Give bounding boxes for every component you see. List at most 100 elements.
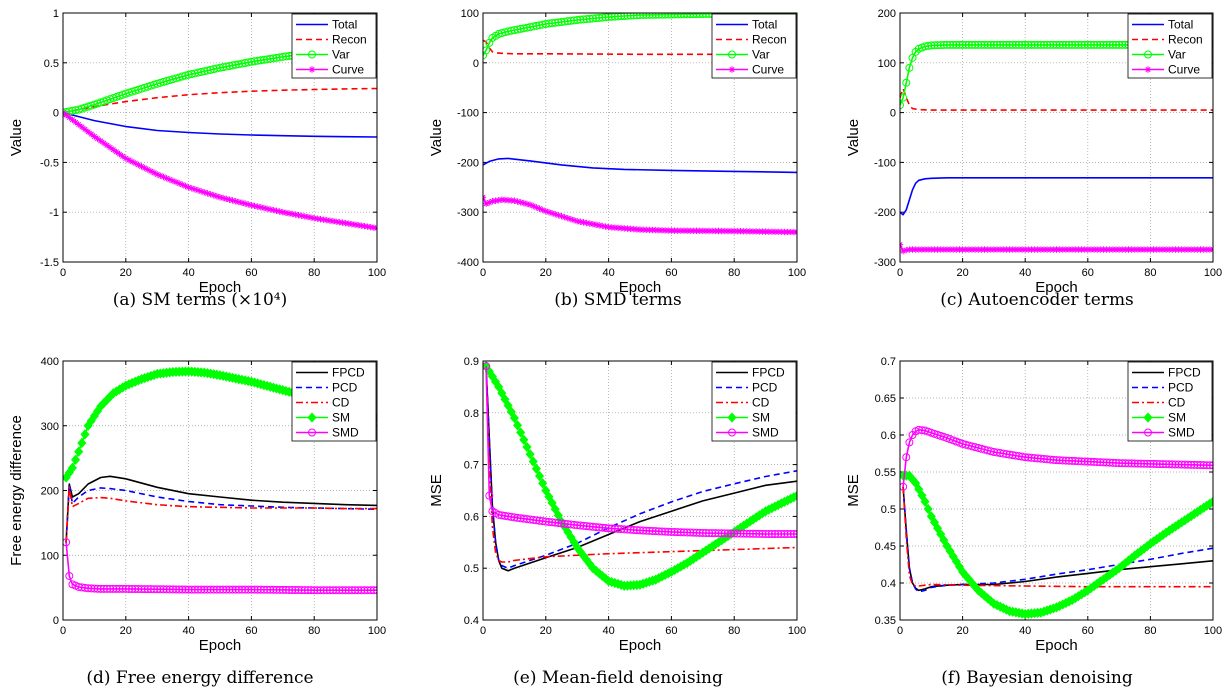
data-point-curve — [229, 197, 236, 204]
legend-label: Recon — [1168, 33, 1203, 47]
data-point-smd — [485, 491, 494, 500]
x-axis-label: Epoch — [199, 279, 242, 296]
data-point-smd — [500, 511, 509, 520]
series-curve — [483, 194, 797, 236]
x-tick-label: 60 — [665, 625, 677, 637]
data-point-smd — [172, 585, 181, 594]
legend-label: Curve — [1168, 63, 1200, 77]
data-point-var — [1046, 40, 1055, 49]
data-point-smd — [272, 585, 281, 594]
data-point-curve — [216, 194, 224, 201]
data-point-smd — [764, 530, 773, 539]
data-point-smd — [570, 520, 579, 529]
data-point-smd — [642, 526, 651, 535]
data-point-smd — [360, 586, 369, 595]
data-point-var — [924, 41, 933, 50]
data-point-smd — [93, 584, 102, 593]
panel-caption: (c) Autoencoder terms — [940, 290, 1134, 310]
series-line-cd — [65, 486, 377, 543]
data-point-var — [483, 51, 487, 60]
data-point-smd — [993, 448, 1002, 457]
data-point-var — [1005, 40, 1014, 49]
data-point-smd — [143, 585, 152, 594]
data-point-smd — [90, 584, 99, 593]
data-point-smd — [131, 585, 140, 594]
data-point-var — [601, 13, 610, 22]
y-axis-label: MSE — [428, 474, 445, 507]
data-point-smd — [714, 529, 723, 538]
data-point-smd — [989, 448, 998, 457]
data-point-smd — [1162, 460, 1171, 469]
data-point-var — [526, 23, 535, 32]
data-point-var — [237, 59, 246, 68]
data-point-var — [986, 40, 995, 49]
legend-label: PCD — [1168, 381, 1194, 395]
data-point-smd — [369, 586, 377, 595]
legend-label: Var — [1168, 48, 1186, 62]
data-point-var — [993, 40, 1002, 49]
legend-label: SMD — [332, 426, 359, 440]
data-point-var — [532, 21, 541, 30]
x-tick-label: 60 — [245, 267, 257, 279]
data-point-smd — [153, 585, 162, 594]
data-point-smd — [134, 585, 143, 594]
data-point-curve — [542, 208, 549, 215]
data-point-var — [256, 56, 265, 65]
y-tick-label: 0.6 — [881, 430, 896, 442]
legend-marker-sm — [727, 412, 737, 423]
series-line-total — [63, 111, 377, 138]
data-point-smd — [720, 529, 729, 538]
data-point-smd — [1074, 457, 1083, 466]
data-point-var — [585, 14, 594, 23]
x-tick-label: 40 — [1019, 267, 1031, 279]
x-tick-label: 60 — [665, 267, 677, 279]
data-point-smd — [77, 583, 86, 592]
data-point-smd — [187, 585, 196, 594]
data-point-var — [1018, 40, 1027, 49]
data-point-var — [1118, 40, 1127, 49]
axes-box — [899, 12, 1214, 263]
data-point-smd — [244, 585, 253, 594]
data-point-smd — [661, 527, 670, 536]
data-point-var — [958, 40, 967, 49]
y-axis-label: MSE — [845, 474, 862, 507]
legend-marker-curve — [728, 66, 736, 73]
data-point-curve — [282, 209, 290, 216]
data-point-var — [1090, 40, 1099, 49]
series-recon — [63, 87, 377, 114]
data-point-curve — [63, 111, 70, 119]
data-point-curve — [548, 209, 556, 217]
data-point-sm — [71, 454, 81, 465]
legend-label: Total — [332, 18, 357, 32]
data-point-var — [266, 54, 275, 63]
data-point-sm — [544, 491, 554, 502]
y-tick-label: 100 — [461, 8, 479, 20]
data-point-var — [921, 42, 930, 51]
data-point-curve — [241, 200, 249, 207]
data-point-smd — [604, 524, 613, 533]
data-point-smd — [1111, 458, 1120, 467]
data-point-curve — [116, 150, 123, 158]
data-point-sm — [494, 381, 504, 393]
data-point-smd — [1065, 456, 1074, 465]
y-tick-label: -200 — [874, 207, 896, 219]
data-point-smd — [363, 586, 372, 595]
data-point-var — [190, 69, 199, 78]
y-tick-label: 0.4 — [464, 615, 479, 627]
x-axis-label: Epoch — [199, 637, 242, 654]
data-point-smd — [1177, 460, 1186, 469]
data-point-smd — [194, 585, 203, 594]
data-point-curve — [248, 202, 255, 209]
y-tick-label: 0 — [53, 108, 59, 120]
data-point-smd — [1130, 459, 1139, 468]
data-point-smd — [708, 529, 717, 538]
data-point-var — [557, 17, 566, 26]
data-point-smd — [1008, 451, 1017, 460]
data-point-smd — [1140, 459, 1149, 468]
data-point-smd — [736, 529, 745, 538]
data-point-curve — [175, 180, 183, 187]
data-point-smd — [1096, 458, 1105, 467]
legend-marker-curve — [308, 66, 316, 73]
legend-marker-var — [1144, 50, 1152, 59]
